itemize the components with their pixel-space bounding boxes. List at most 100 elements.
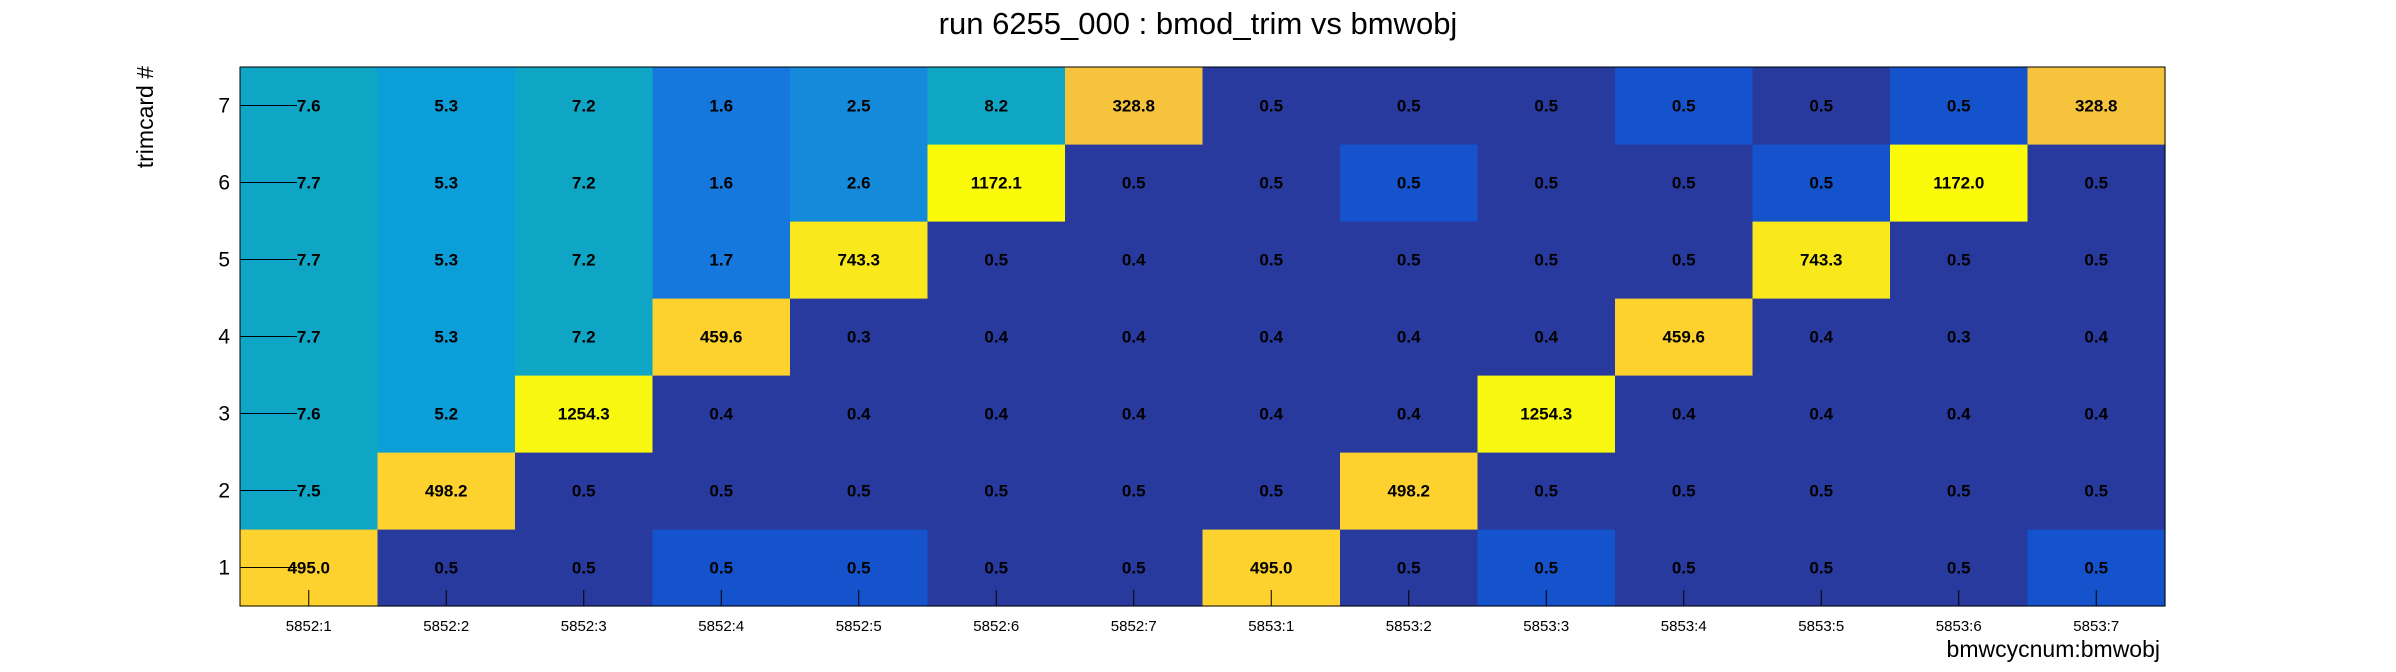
heatmap-cell (515, 375, 654, 453)
y-tick-label: 7 (218, 95, 230, 118)
heatmap-cell (790, 221, 929, 299)
cell-value-label: 0.4 (984, 405, 1008, 424)
cell-value-label: 495.0 (287, 559, 330, 578)
heatmap-cell (377, 452, 516, 530)
cell-value-label: 0.4 (1947, 405, 1971, 424)
heatmap-cell (1477, 221, 1616, 299)
heatmap-cell (1065, 144, 1204, 222)
plot-frame (239, 66, 2166, 607)
cell-value-label: 495.0 (1250, 559, 1293, 578)
heatmap-cell (790, 452, 929, 530)
heatmap-cell (1615, 144, 1754, 222)
heatmap-cell (1752, 221, 1891, 299)
heatmap-cell (790, 144, 929, 222)
heatmap-cell (2027, 221, 2166, 299)
heatmap-cells (240, 67, 2166, 607)
heatmap-cell (1477, 452, 1616, 530)
heatmap-cell (515, 221, 654, 299)
heatmap-cell (2027, 67, 2166, 145)
heatmap-cell (1340, 144, 1479, 222)
heatmap-cell (2027, 298, 2166, 376)
y-tick-label: 3 (218, 403, 230, 426)
cell-value-label: 0.4 (1122, 328, 1146, 347)
cell-value-label: 0.4 (1809, 328, 1833, 347)
cell-value-label: 7.7 (297, 328, 321, 347)
cell-value-label: 1172.1 (971, 174, 1022, 193)
heatmap-cell (790, 298, 929, 376)
heatmap-cell (790, 67, 929, 145)
heatmap-cell (515, 67, 654, 145)
heatmap-cell (1065, 375, 1204, 453)
cell-value-label: 0.5 (2084, 251, 2108, 270)
cell-value-label: 0.4 (1259, 405, 1283, 424)
cell-value-label: 0.5 (1534, 251, 1558, 270)
cell-value-label: 0.5 (1672, 97, 1696, 116)
heatmap-cell (1340, 67, 1479, 145)
cell-value-label: 0.5 (1259, 97, 1283, 116)
cell-value-label: 0.4 (1397, 405, 1421, 424)
cell-value-label: 328.8 (1112, 97, 1155, 116)
cell-value-label: 0.4 (1259, 328, 1283, 347)
heatmap-cell-labels: 495.0 0.5 0.5 0.5 0.5 0.5 0.5 495.0 0.5 0.5 0.5 0.5… (287, 97, 2117, 578)
heatmap-cell (1477, 298, 1616, 376)
cell-value-label: 0.4 (1397, 328, 1421, 347)
heatmap-cell (652, 67, 791, 145)
cell-value-label: 0.5 (709, 559, 733, 578)
cell-value-label: 0.5 (1947, 482, 1971, 501)
cell-value-label: 7.6 (297, 97, 321, 116)
heatmap-cell (1615, 67, 1754, 145)
cell-value-label: 0.5 (1672, 482, 1696, 501)
heatmap-cell (652, 221, 791, 299)
cell-value-label: 0.5 (1259, 251, 1283, 270)
cell-value-label: 0.5 (1672, 251, 1696, 270)
cell-value-label: 0.5 (1397, 174, 1421, 193)
cell-value-label: 7.6 (297, 405, 321, 424)
cell-value-label: 0.5 (847, 559, 871, 578)
heatmap-cell (790, 375, 929, 453)
cell-value-label: 2.6 (847, 174, 871, 193)
cell-value-label: 5.3 (434, 251, 458, 270)
cell-value-label: 0.4 (1122, 251, 1146, 270)
cell-value-label: 0.5 (572, 482, 596, 501)
heatmap-cell (2027, 452, 2166, 530)
cell-value-label: 0.5 (1259, 174, 1283, 193)
cell-value-label: 0.5 (1397, 559, 1421, 578)
cell-value-label: 0.5 (1672, 559, 1696, 578)
cell-value-label: 498.2 (1387, 482, 1430, 501)
y-tick-label: 6 (218, 172, 230, 195)
heatmap-cell (652, 375, 791, 453)
x-tick-label: 5852:5 (836, 618, 882, 635)
cell-value-label: 0.5 (847, 482, 871, 501)
cell-value-label: 0.5 (1122, 559, 1146, 578)
heatmap-cell (1615, 375, 1754, 453)
cell-value-label: 2.5 (847, 97, 871, 116)
heatmap-cell (1202, 67, 1341, 145)
cell-value-label: 1.7 (709, 251, 733, 270)
heatmap-cell (1890, 452, 2029, 530)
cell-value-label: 0.5 (1534, 97, 1558, 116)
cell-value-label: 5.3 (434, 328, 458, 347)
cell-value-label: 0.5 (1534, 559, 1558, 578)
heatmap-cell (377, 67, 516, 145)
heatmap-cell (927, 67, 1066, 145)
heatmap-cell (1202, 375, 1341, 453)
cell-value-label: 0.5 (1809, 559, 1833, 578)
cell-value-label: 1254.3 (558, 405, 610, 424)
heatmap-cell (927, 221, 1066, 299)
heatmap-cell (515, 452, 654, 530)
heatmap-cell (927, 375, 1066, 453)
cell-value-label: 0.5 (1534, 174, 1558, 193)
heatmap-cell (1752, 144, 1891, 222)
x-tick-label: 5852:2 (423, 618, 469, 635)
cell-value-label: 0.4 (2084, 405, 2108, 424)
heatmap-cell (1202, 144, 1341, 222)
cell-value-label: 7.7 (297, 174, 321, 193)
cell-value-label: 0.5 (1947, 559, 1971, 578)
cell-value-label: 5.2 (434, 405, 458, 424)
heatmap-cell (515, 144, 654, 222)
cell-value-label: 0.5 (1809, 174, 1833, 193)
x-tick-label: 5853:6 (1936, 618, 1982, 635)
x-tick-label: 5852:1 (286, 618, 332, 635)
cell-value-label: 0.4 (984, 328, 1008, 347)
x-tick-label: 5853:5 (1798, 618, 1844, 635)
